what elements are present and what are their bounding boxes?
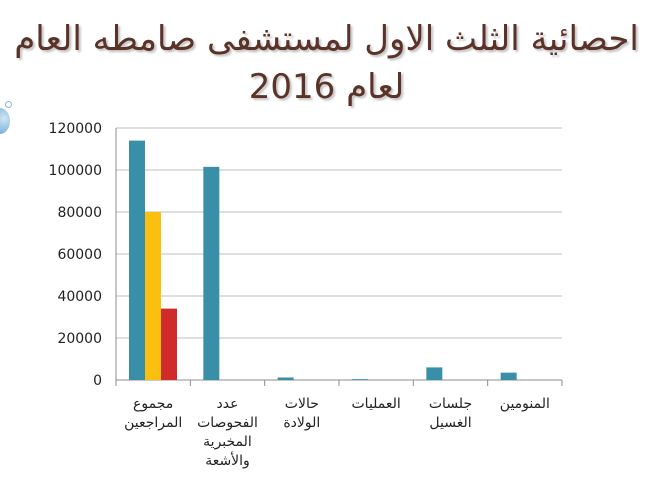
y-tick-label: 120000 [49, 121, 102, 137]
bar-1-0 [203, 166, 220, 380]
x-category-label: جلسات الغسيل [429, 396, 472, 431]
x-category-label-line: جلسات [429, 396, 472, 412]
y-tick-label: 0 [93, 373, 102, 389]
decorative-dot [5, 101, 12, 108]
decorative-bubble [0, 108, 10, 134]
y-tick-label: 20000 [57, 331, 102, 347]
x-category-label-line: والأشعة [205, 451, 250, 469]
y-tick-label: 40000 [57, 289, 102, 305]
y-tick-label: 80000 [57, 205, 102, 221]
bar-0-0 [129, 140, 145, 380]
x-category-label-line: المخبرية [203, 434, 252, 450]
bar-2-0 [277, 377, 294, 380]
x-category-label-line: الولادة [283, 415, 320, 431]
x-category-label-line: المراجعين [124, 415, 182, 431]
y-tick-label: 100000 [49, 163, 102, 179]
bar-0-2 [161, 308, 177, 380]
bar-3-0 [352, 379, 368, 380]
bar-5-0 [500, 372, 517, 380]
x-category-label-line: حالات [285, 396, 319, 412]
x-category-label: حالات الولادة [283, 396, 320, 431]
chart-title-line2: لعام 2016 [248, 67, 405, 107]
bar-4-0 [426, 367, 443, 380]
x-category-label: المنومين [500, 396, 550, 412]
x-category-label-line: عدد [217, 396, 239, 412]
x-category-label-line: الغسيل [429, 415, 471, 431]
x-category-label-line: الفحوصات [197, 415, 258, 431]
y-tick-label: 60000 [57, 247, 102, 263]
x-category-label: عدد الفحوصات المخبرية والأشعة [197, 396, 258, 469]
x-category-label: العمليات [352, 396, 401, 412]
x-category-label-line: مجموع [133, 396, 173, 412]
chart-title-line1: احصائية الثلث الاول لمستشفى صامطه العام [14, 19, 639, 59]
x-category-label-line: العمليات [352, 396, 401, 412]
x-category-label: مجموع المراجعين [124, 396, 182, 431]
x-category-label-line: المنومين [500, 396, 550, 412]
bar-0-1 [145, 212, 161, 380]
